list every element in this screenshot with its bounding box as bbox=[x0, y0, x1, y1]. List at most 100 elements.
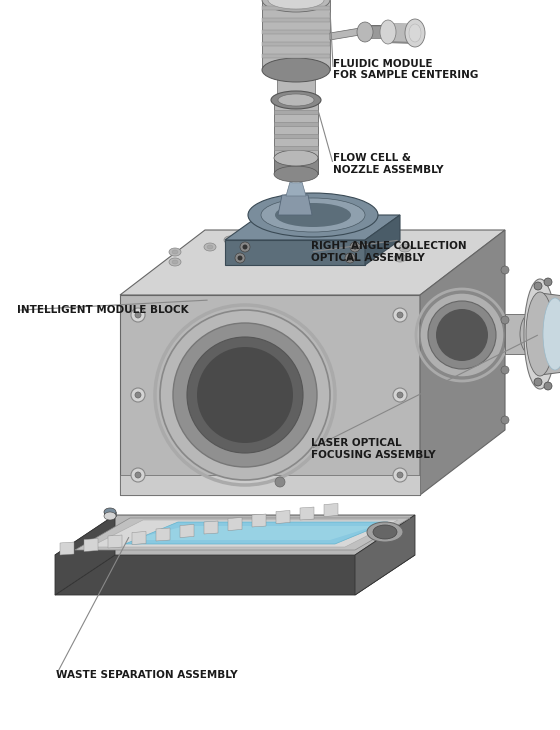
Ellipse shape bbox=[393, 308, 407, 322]
Polygon shape bbox=[55, 515, 115, 595]
Ellipse shape bbox=[380, 20, 396, 44]
Ellipse shape bbox=[278, 94, 314, 106]
Bar bbox=[262, 6, 330, 10]
Ellipse shape bbox=[520, 314, 540, 354]
Ellipse shape bbox=[350, 242, 360, 252]
Bar bbox=[274, 110, 318, 114]
Ellipse shape bbox=[274, 150, 318, 166]
Ellipse shape bbox=[409, 24, 421, 42]
Bar bbox=[262, 54, 330, 58]
Ellipse shape bbox=[173, 323, 317, 467]
Ellipse shape bbox=[397, 392, 403, 398]
Ellipse shape bbox=[235, 253, 245, 263]
Polygon shape bbox=[278, 195, 312, 215]
Polygon shape bbox=[540, 293, 560, 375]
Ellipse shape bbox=[271, 91, 321, 109]
Ellipse shape bbox=[268, 0, 324, 9]
Ellipse shape bbox=[367, 245, 373, 249]
Polygon shape bbox=[90, 520, 398, 547]
Ellipse shape bbox=[364, 243, 376, 251]
Ellipse shape bbox=[397, 256, 403, 260]
Ellipse shape bbox=[345, 253, 355, 263]
Ellipse shape bbox=[227, 238, 233, 242]
Polygon shape bbox=[225, 215, 400, 240]
Polygon shape bbox=[125, 522, 388, 544]
Text: FLUIDIC MODULE
FOR SAMPLE CENTERING: FLUIDIC MODULE FOR SAMPLE CENTERING bbox=[333, 58, 479, 80]
Polygon shape bbox=[292, 172, 300, 183]
Bar bbox=[104, 512, 116, 516]
Bar bbox=[262, 42, 330, 46]
Polygon shape bbox=[225, 240, 365, 265]
Polygon shape bbox=[120, 475, 420, 495]
Polygon shape bbox=[60, 542, 74, 555]
Ellipse shape bbox=[544, 382, 552, 390]
Polygon shape bbox=[84, 539, 98, 551]
Polygon shape bbox=[130, 526, 375, 540]
Text: RIGHT ANGLE COLLECTION
OPTICAL ASSEMBLY: RIGHT ANGLE COLLECTION OPTICAL ASSEMBLY bbox=[311, 241, 466, 263]
Ellipse shape bbox=[187, 337, 303, 453]
Ellipse shape bbox=[352, 245, 357, 250]
Ellipse shape bbox=[135, 472, 141, 478]
Ellipse shape bbox=[526, 292, 554, 376]
Text: WASTE SEPARATION ASSEMBLY: WASTE SEPARATION ASSEMBLY bbox=[56, 670, 237, 680]
Ellipse shape bbox=[348, 255, 352, 261]
Text: INTELLIGENT MODULE BLOCK: INTELLIGENT MODULE BLOCK bbox=[17, 305, 188, 315]
Polygon shape bbox=[300, 507, 314, 520]
Bar bbox=[274, 134, 318, 138]
Polygon shape bbox=[277, 70, 315, 100]
Polygon shape bbox=[420, 230, 505, 495]
Ellipse shape bbox=[393, 468, 407, 482]
Ellipse shape bbox=[274, 166, 318, 182]
Ellipse shape bbox=[204, 243, 216, 251]
Ellipse shape bbox=[394, 254, 406, 262]
Ellipse shape bbox=[135, 392, 141, 398]
Ellipse shape bbox=[284, 232, 296, 240]
Ellipse shape bbox=[131, 308, 145, 322]
Ellipse shape bbox=[135, 312, 141, 318]
Ellipse shape bbox=[393, 388, 407, 402]
Ellipse shape bbox=[275, 477, 285, 487]
Text: LASER OPTICAL
FOCUSING ASSEMBLY: LASER OPTICAL FOCUSING ASSEMBLY bbox=[311, 438, 436, 460]
Ellipse shape bbox=[543, 298, 560, 370]
Ellipse shape bbox=[367, 522, 403, 542]
Polygon shape bbox=[108, 535, 122, 548]
Polygon shape bbox=[228, 518, 242, 531]
Ellipse shape bbox=[237, 255, 242, 261]
Polygon shape bbox=[330, 28, 360, 40]
Ellipse shape bbox=[402, 246, 408, 250]
Polygon shape bbox=[252, 514, 266, 527]
Polygon shape bbox=[55, 515, 415, 555]
Polygon shape bbox=[274, 100, 318, 158]
Ellipse shape bbox=[501, 366, 509, 374]
Polygon shape bbox=[120, 295, 420, 495]
Bar bbox=[262, 18, 330, 22]
Ellipse shape bbox=[131, 388, 145, 402]
Ellipse shape bbox=[501, 316, 509, 324]
Ellipse shape bbox=[534, 282, 542, 290]
Polygon shape bbox=[505, 314, 530, 354]
Ellipse shape bbox=[248, 193, 378, 237]
Polygon shape bbox=[75, 518, 410, 550]
Ellipse shape bbox=[224, 236, 236, 244]
Ellipse shape bbox=[405, 19, 425, 47]
Ellipse shape bbox=[104, 508, 116, 516]
Ellipse shape bbox=[282, 65, 310, 75]
Ellipse shape bbox=[169, 258, 181, 266]
Bar bbox=[274, 146, 318, 150]
Ellipse shape bbox=[172, 260, 178, 264]
Text: FLOW CELL &
NOZZLE ASSEMBLY: FLOW CELL & NOZZLE ASSEMBLY bbox=[333, 153, 444, 175]
Ellipse shape bbox=[276, 63, 316, 77]
Ellipse shape bbox=[169, 248, 181, 256]
Polygon shape bbox=[286, 182, 306, 196]
Polygon shape bbox=[276, 510, 290, 523]
Ellipse shape bbox=[534, 378, 542, 386]
Ellipse shape bbox=[287, 234, 293, 238]
Ellipse shape bbox=[261, 198, 365, 232]
Ellipse shape bbox=[397, 312, 403, 318]
Ellipse shape bbox=[242, 245, 248, 250]
Ellipse shape bbox=[172, 250, 178, 254]
Bar bbox=[262, 30, 330, 34]
Ellipse shape bbox=[344, 236, 356, 244]
Ellipse shape bbox=[399, 244, 411, 252]
Polygon shape bbox=[355, 515, 415, 595]
